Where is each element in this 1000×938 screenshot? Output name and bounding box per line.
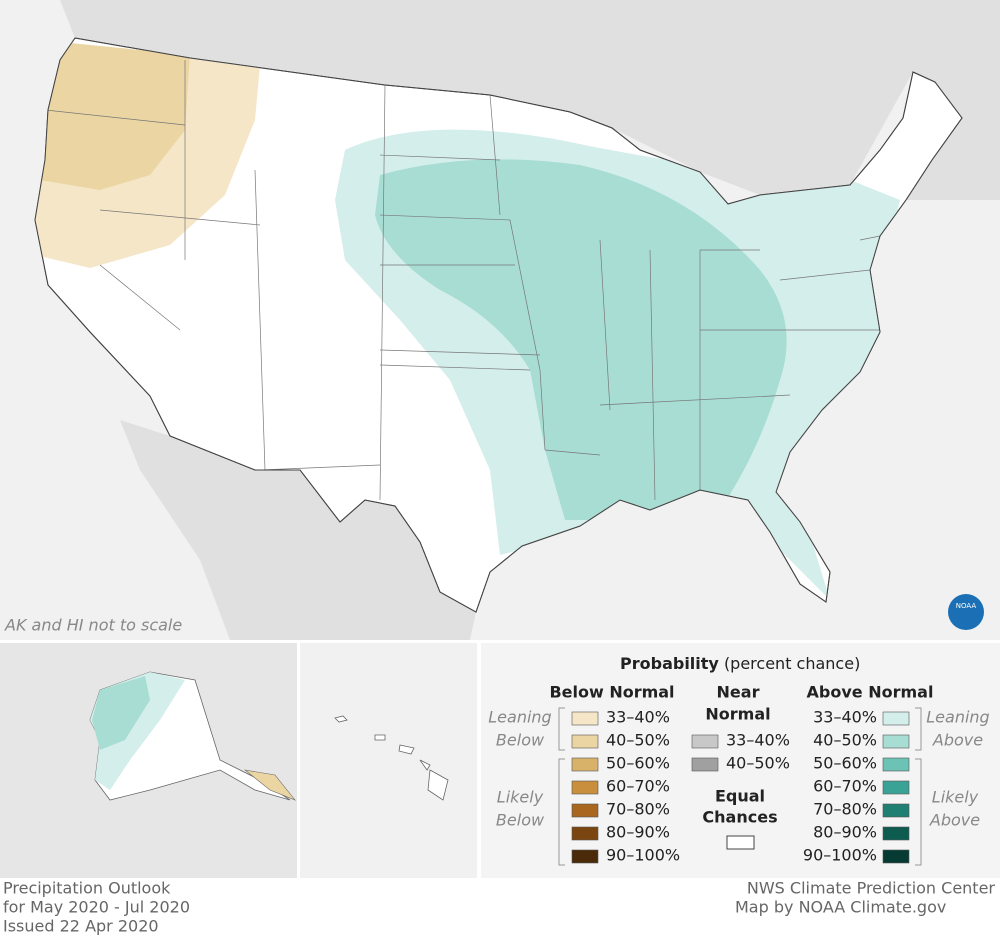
outlook-areas: [35, 40, 900, 601]
legend-title: Probability (percent chance): [620, 654, 860, 673]
above-40-50: [375, 159, 787, 520]
above-label: 50–60%: [813, 754, 877, 773]
above-heading: Above Normal: [807, 683, 934, 702]
above-swatch: [882, 849, 910, 864]
canada: [0, 0, 1000, 200]
above-label: 33–40%: [813, 708, 877, 727]
leaning-above: Above: [932, 731, 983, 750]
below-label: 40–50%: [606, 731, 670, 750]
below-heading: Below Normal: [549, 683, 674, 702]
state-lines: [44, 60, 881, 501]
above-label: 90–100%: [803, 846, 877, 865]
leaning-above: Leaning: [926, 708, 989, 727]
below-label: 80–90%: [606, 823, 670, 842]
above-label: 60–70%: [813, 777, 877, 796]
equal-heading: Equal: [715, 787, 765, 806]
main-map: AK and HI not to scale NOAA: [0, 0, 1000, 640]
above-swatch: [882, 734, 910, 749]
legend: Probability (percent chance) Below Norma…: [481, 643, 1000, 878]
hawaii-panel: [300, 643, 477, 878]
above-swatch: [882, 780, 910, 795]
above-swatch: [882, 711, 910, 726]
legend-title-main: Probability: [620, 654, 719, 673]
above-label: 40–50%: [813, 731, 877, 750]
below-swatch: [571, 711, 599, 726]
near-label: 40–50%: [726, 754, 790, 773]
leaning-below: Below: [496, 731, 545, 750]
below-label: 60–70%: [606, 777, 670, 796]
likely-above: Likely: [932, 788, 979, 807]
below-label: 70–80%: [606, 800, 670, 819]
likely-above: Above: [929, 811, 980, 830]
equal-swatch: [726, 835, 755, 850]
below-40-50: [40, 40, 190, 190]
below-swatch: [571, 734, 599, 749]
below-swatch: [571, 803, 599, 818]
near-heading: Near: [717, 683, 760, 702]
below-swatch: [571, 780, 599, 795]
equal-heading: Chances: [702, 808, 777, 827]
footer: Precipitation Outlook for May 2020 - Jul…: [3, 879, 995, 936]
scale-note: AK and HI not to scale: [4, 616, 182, 635]
below-label: 90–100%: [606, 846, 680, 865]
footer-left: for May 2020 - Jul 2020: [3, 898, 190, 917]
near-swatch: [691, 757, 719, 772]
likely-below: Below: [496, 811, 545, 830]
legend-rows: 33–40% 40–50% 50–60% 60–70% 70–80% 80–90% 90–1…: [571, 708, 910, 865]
logo: [948, 594, 984, 630]
footer-left: Precipitation Outlook: [3, 879, 171, 898]
above-label: 80–90%: [813, 823, 877, 842]
near-label: 33–40%: [726, 731, 790, 750]
above-swatch: [882, 826, 910, 841]
above-swatch: [882, 757, 910, 772]
mexico: [120, 420, 476, 640]
below-label: 50–60%: [606, 754, 670, 773]
above-swatch: [882, 803, 910, 818]
below-swatch: [571, 757, 599, 772]
footer-right: NWS Climate Prediction Center: [747, 879, 996, 898]
below-label: 33–40%: [606, 708, 670, 727]
below-swatch: [571, 849, 599, 864]
footer-right: Map by NOAA Climate.gov: [735, 898, 946, 917]
footer-left: Issued 22 Apr 2020: [3, 917, 159, 936]
leaning-below: Leaning: [488, 708, 551, 727]
alaska-panel: [0, 643, 297, 878]
likely-below: Likely: [497, 788, 544, 807]
legend-subtitle: (percent chance): [724, 654, 860, 673]
logo-text: NOAA: [956, 602, 977, 610]
below-swatch: [571, 826, 599, 841]
near-swatch: [691, 734, 719, 749]
above-label: 70–80%: [813, 800, 877, 819]
near-heading: Normal: [705, 705, 770, 724]
